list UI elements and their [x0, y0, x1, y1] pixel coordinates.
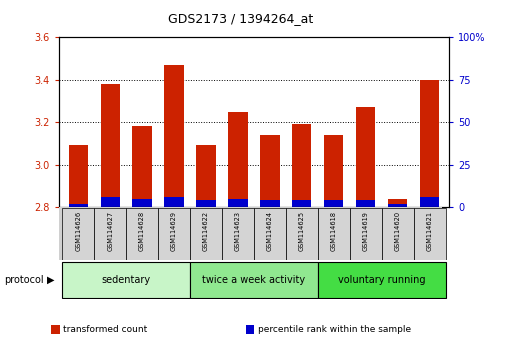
Text: GSM114629: GSM114629: [171, 211, 177, 251]
Text: protocol: protocol: [4, 275, 44, 285]
Bar: [132, 199, 152, 207]
Text: GSM114626: GSM114626: [75, 211, 81, 251]
Text: GSM114624: GSM114624: [267, 211, 273, 251]
Bar: [286, 207, 318, 260]
Text: GSM114621: GSM114621: [427, 211, 432, 251]
Text: GSM114623: GSM114623: [235, 211, 241, 251]
Bar: [413, 207, 446, 260]
Text: percentile rank within the sample: percentile rank within the sample: [258, 325, 410, 334]
Bar: [228, 199, 248, 207]
Bar: [228, 112, 248, 207]
Bar: [420, 197, 439, 207]
Bar: [196, 145, 215, 207]
Text: GSM114620: GSM114620: [394, 211, 401, 251]
Bar: [292, 124, 311, 207]
Bar: [260, 135, 280, 207]
Bar: [69, 204, 88, 207]
Bar: [420, 80, 439, 207]
Bar: [62, 207, 94, 260]
Bar: [292, 200, 311, 207]
Bar: [318, 262, 446, 298]
Bar: [324, 135, 343, 207]
Bar: [388, 204, 407, 207]
Text: GSM114627: GSM114627: [107, 211, 113, 251]
Bar: [324, 200, 343, 207]
Bar: [382, 207, 413, 260]
Bar: [356, 200, 376, 207]
Text: GSM114625: GSM114625: [299, 211, 305, 251]
Bar: [350, 207, 382, 260]
Bar: [190, 207, 222, 260]
Bar: [101, 197, 120, 207]
Text: transformed count: transformed count: [63, 325, 147, 334]
Bar: [318, 207, 350, 260]
Bar: [196, 200, 215, 207]
Bar: [69, 145, 88, 207]
Bar: [132, 126, 152, 207]
Text: ▶: ▶: [47, 275, 54, 285]
Text: sedentary: sedentary: [102, 275, 151, 285]
Bar: [101, 84, 120, 207]
Text: voluntary running: voluntary running: [338, 275, 425, 285]
Text: GDS2173 / 1394264_at: GDS2173 / 1394264_at: [168, 12, 314, 25]
Text: GSM114619: GSM114619: [363, 211, 369, 251]
Bar: [158, 207, 190, 260]
Text: twice a week activity: twice a week activity: [202, 275, 306, 285]
Bar: [126, 207, 158, 260]
Bar: [190, 262, 318, 298]
Bar: [388, 199, 407, 207]
Bar: [222, 207, 254, 260]
Bar: [356, 107, 376, 207]
Bar: [165, 65, 184, 207]
Bar: [260, 200, 280, 207]
Bar: [254, 207, 286, 260]
Text: GSM114622: GSM114622: [203, 211, 209, 251]
Text: GSM114618: GSM114618: [331, 211, 337, 251]
Bar: [62, 262, 190, 298]
Bar: [165, 197, 184, 207]
Text: GSM114628: GSM114628: [139, 211, 145, 251]
Bar: [94, 207, 126, 260]
